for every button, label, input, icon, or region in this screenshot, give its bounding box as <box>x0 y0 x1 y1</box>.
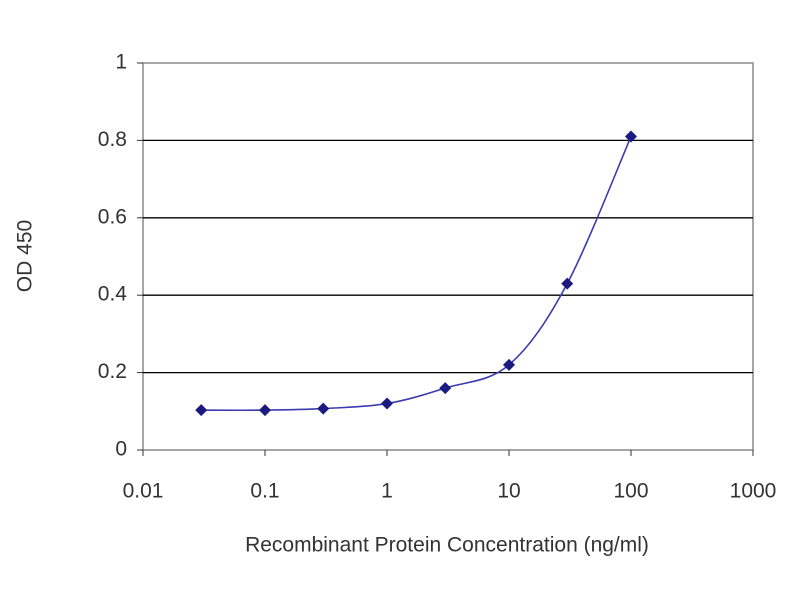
y-tick-label: 0.2 <box>98 360 127 383</box>
y-axis-title: OD 450 <box>14 220 37 292</box>
y-tick-label: 0.8 <box>98 128 127 151</box>
y-tick-label: 0 <box>115 438 127 461</box>
x-tick-label: 10 <box>497 480 520 503</box>
y-tick-label: 1 <box>115 51 127 74</box>
data-point <box>625 130 637 143</box>
data-point <box>439 382 452 395</box>
x-tick-label: 1000 <box>730 480 777 503</box>
y-tick-label: 0.6 <box>98 205 127 228</box>
x-tick-label: 100 <box>613 480 648 503</box>
data-point <box>259 404 271 417</box>
data-point <box>503 358 515 371</box>
x-tick-label: 1 <box>381 480 393 503</box>
data-point <box>317 402 330 415</box>
data-point <box>381 397 393 410</box>
x-axis-title: Recombinant Protein Concentration (ng/ml… <box>245 534 649 557</box>
data-point <box>195 404 208 417</box>
y-tick-label: 0.4 <box>98 283 128 306</box>
data-point <box>561 277 574 290</box>
plot-area <box>142 62 754 451</box>
x-tick-label: 0.01 <box>123 480 164 503</box>
x-tick-label: 0.1 <box>250 480 279 503</box>
